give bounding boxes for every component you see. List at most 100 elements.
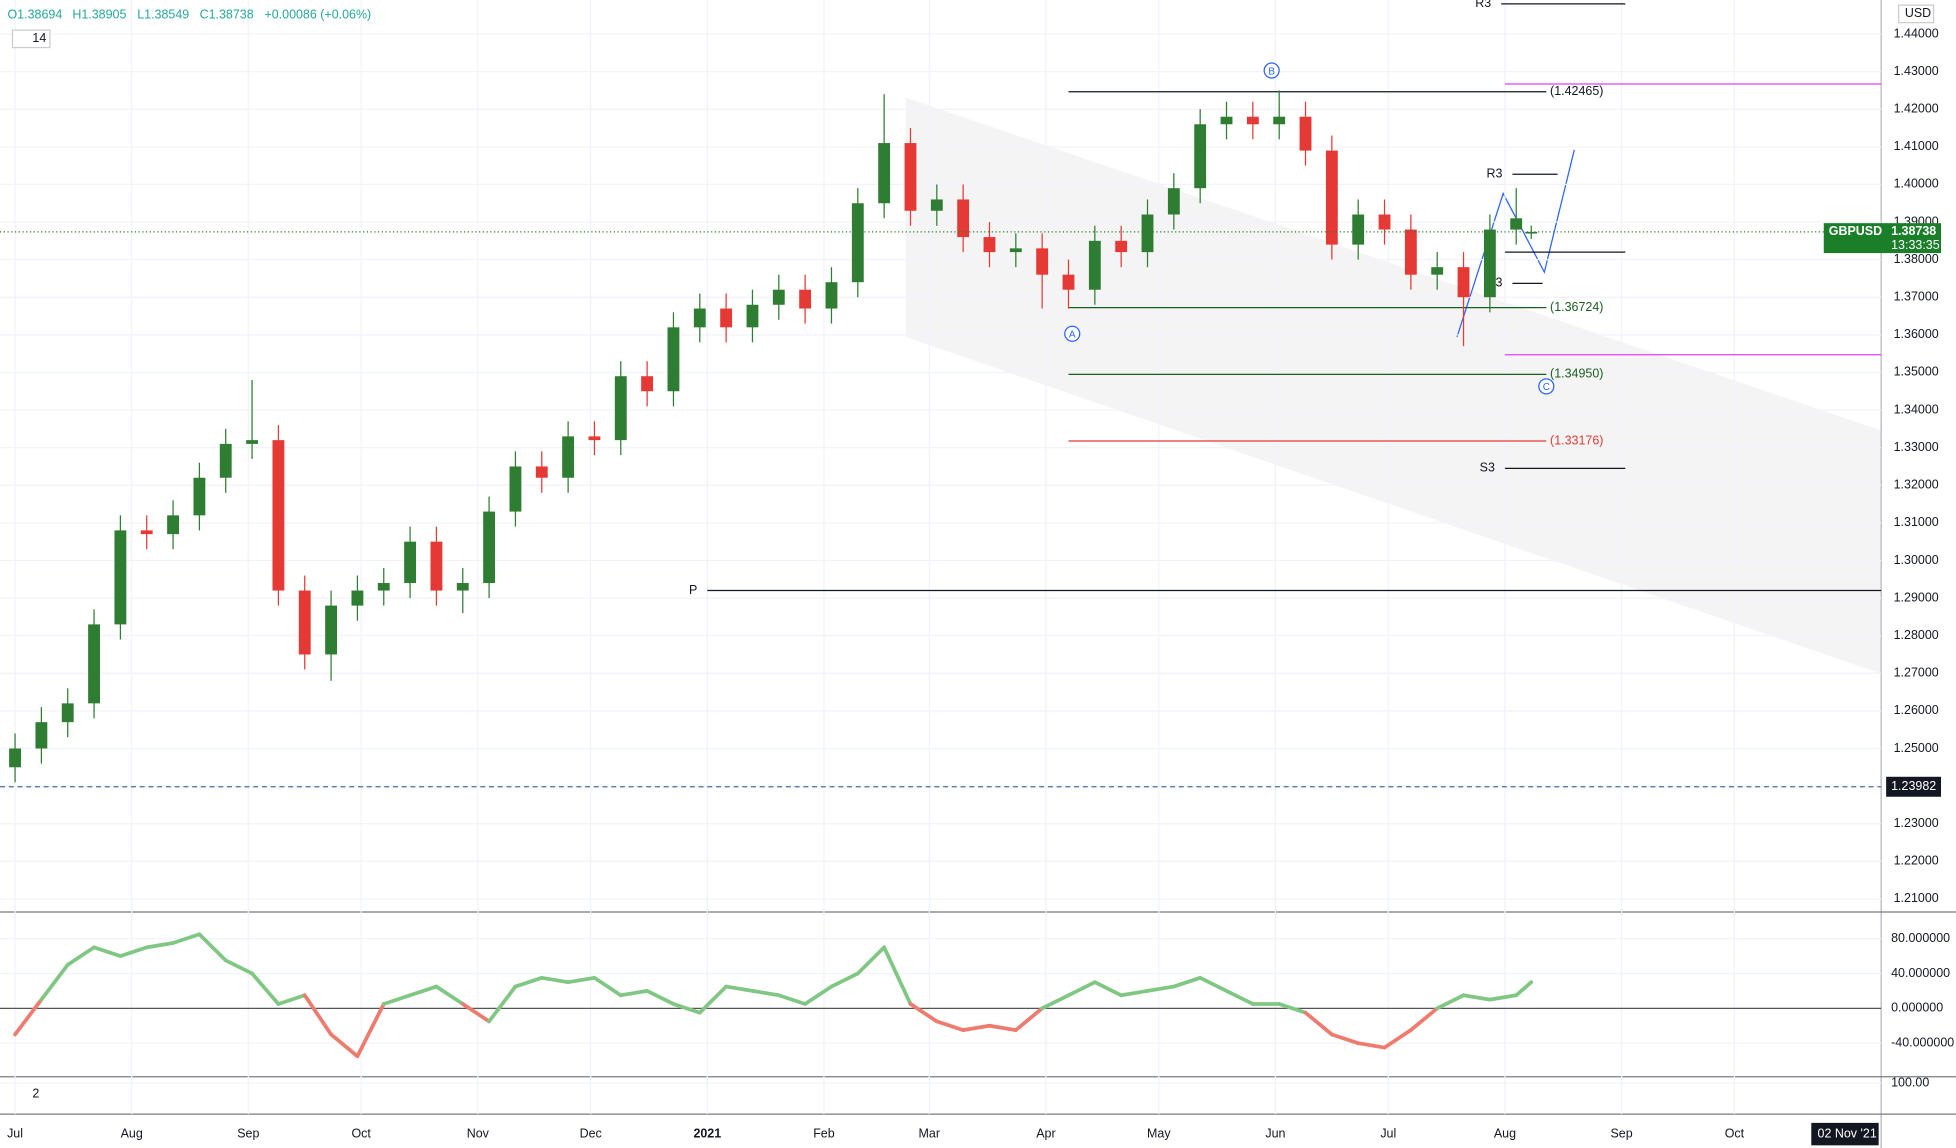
- candle-body: [535, 466, 548, 478]
- x-tick-label: Sep: [237, 1126, 259, 1140]
- wave-marker: [1064, 325, 1081, 342]
- oscillator-segment: [1119, 989, 1150, 998]
- price-label: 1.38738: [1891, 224, 1936, 238]
- y-tick-label: 1.22000: [1894, 854, 1939, 868]
- close: C1.38738: [200, 7, 254, 21]
- x-tick-label: Mar: [919, 1126, 940, 1140]
- y-tick-label: 1.29000: [1894, 590, 1939, 604]
- indicator-label: 2: [32, 1086, 39, 1100]
- oscillator-segment: [566, 975, 597, 985]
- oscillator-segment: [829, 971, 860, 989]
- oscillator-segment: [1092, 980, 1124, 998]
- x-tick-label: Nov: [467, 1126, 490, 1140]
- oscillator-segment: [1329, 1032, 1361, 1046]
- oscillator-segment: [118, 945, 149, 958]
- oscillator-segment: [92, 945, 123, 958]
- candle-body: [1404, 229, 1417, 275]
- candle-body: [114, 530, 127, 625]
- y-tick-label: 1.40000: [1894, 177, 1939, 191]
- y-tick-label: 80.000000: [1891, 931, 1950, 945]
- interval-box[interactable]: [11, 29, 51, 49]
- oscillator-segment: [776, 993, 808, 1006]
- candle-body: [825, 282, 838, 309]
- oscillator-segment: [197, 932, 228, 963]
- change: +0.00086 (+0.06%): [264, 7, 371, 21]
- candle-body: [1457, 267, 1470, 298]
- x-tick-label: Oct: [351, 1126, 371, 1140]
- level-label: R3: [1487, 167, 1503, 181]
- y-tick-label: 1.32000: [1894, 478, 1939, 492]
- candle-body: [562, 436, 575, 478]
- oscillator-segment: [408, 984, 439, 998]
- candle-body: [219, 443, 232, 478]
- candle-body: [667, 327, 680, 392]
- oscillator-segment: [1171, 975, 1203, 989]
- oscillator-segment: [961, 1023, 992, 1032]
- candle-body: [588, 436, 601, 441]
- y-tick-label: 1.37000: [1894, 290, 1939, 304]
- candle-body: [983, 237, 996, 253]
- oscillator-segment: [276, 993, 307, 1006]
- candle-body: [1246, 116, 1259, 125]
- y-tick-label: 1.21000: [1894, 891, 1939, 905]
- candle-body: [456, 583, 469, 591]
- high: H1.38905: [72, 7, 126, 21]
- candle-body: [325, 605, 338, 655]
- level-label: (1.33176): [1550, 433, 1603, 447]
- y-tick-label: 1.26000: [1894, 703, 1939, 717]
- price-box: [1823, 223, 1942, 254]
- oscillator-segment: [987, 1023, 1018, 1032]
- oscillator-segment: [302, 993, 333, 1037]
- wave-label: B: [1268, 66, 1275, 77]
- candle-body: [351, 590, 364, 606]
- x-tick-label: Sep: [1610, 1126, 1632, 1140]
- y-tick-label: 1.30000: [1894, 553, 1939, 567]
- candle-body: [904, 143, 917, 211]
- crosshair-label: 1.23982: [1891, 779, 1936, 793]
- oscillator-segment: [724, 984, 755, 993]
- candle-body: [1525, 231, 1538, 234]
- oscillator-segment: [1488, 993, 1519, 1002]
- y-tick-label: 1.33000: [1894, 440, 1939, 454]
- interval[interactable]: 14: [32, 31, 46, 45]
- wave-marker: [1538, 378, 1555, 395]
- x-tick-label: Dec: [580, 1126, 602, 1140]
- candle-body: [614, 376, 627, 441]
- countdown: 13:33:35: [1891, 238, 1940, 252]
- candle-body: [1273, 116, 1286, 125]
- y-tick-label: 0.000000: [1891, 1001, 1943, 1015]
- y-tick-label: 1.25000: [1894, 741, 1939, 755]
- oscillator-segment: [1356, 1041, 1387, 1050]
- x-tick-label: 2021: [693, 1126, 721, 1140]
- candle-body: [377, 583, 390, 591]
- level-label: P: [689, 583, 697, 597]
- currency[interactable]: USD: [1905, 6, 1931, 20]
- oscillator-segment: [1382, 1028, 1413, 1050]
- candle-body: [799, 289, 812, 309]
- candle-body: [1062, 274, 1075, 290]
- oscillator-segment: [592, 975, 623, 998]
- y-tick-label: 100.00: [1891, 1075, 1929, 1089]
- currency-box[interactable]: [1897, 4, 1935, 24]
- time-box: [1811, 1122, 1879, 1146]
- oscillator-segment: [381, 993, 412, 1006]
- oscillator-segment: [882, 945, 913, 1006]
- oscillator-segment: [803, 984, 834, 1006]
- oscillator-segment: [1145, 984, 1176, 993]
- y-tick-label: 40.000000: [1891, 966, 1950, 980]
- oscillator-segment: [13, 997, 44, 1037]
- open: O1.38694: [7, 7, 62, 21]
- wave-label: C: [1543, 382, 1550, 393]
- x-tick-label: Aug: [121, 1126, 143, 1140]
- y-tick-label: 1.23000: [1894, 816, 1939, 830]
- candle-body: [9, 748, 21, 768]
- level-label: S3: [1480, 461, 1495, 475]
- oscillator-segment: [855, 945, 887, 976]
- oscillator-segment: [1277, 1002, 1308, 1015]
- candle-body: [851, 203, 864, 283]
- candle-body: [1036, 248, 1049, 275]
- y-tick-label: 1.34000: [1894, 402, 1939, 416]
- candle-body: [140, 530, 153, 535]
- oscillator-segment: [645, 989, 676, 1006]
